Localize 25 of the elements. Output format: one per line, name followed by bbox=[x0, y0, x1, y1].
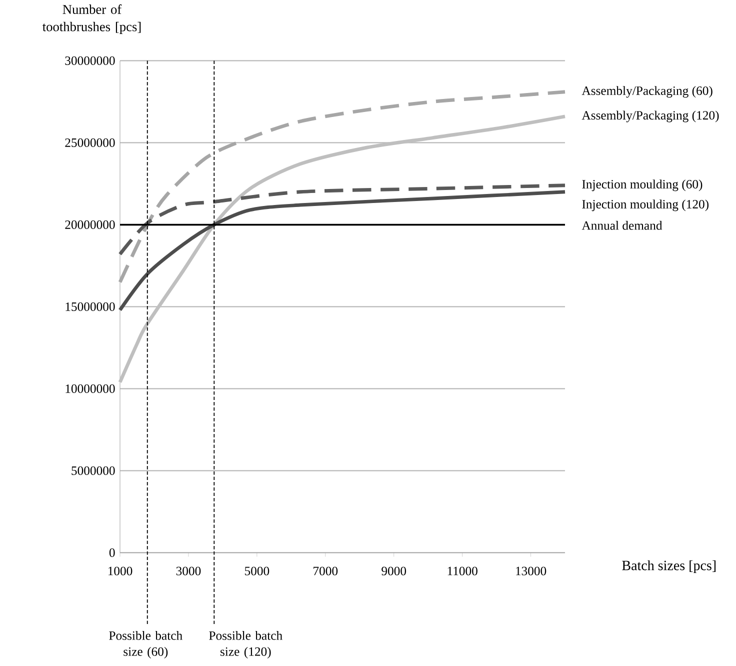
series-label: Injection moulding (60) bbox=[582, 180, 702, 192]
y-tick-label: 10000000 bbox=[66, 384, 115, 394]
series-label: Assembly/Packaging (60) bbox=[582, 86, 712, 98]
x-tick-label: 11000 bbox=[448, 566, 478, 576]
series-label: Injection moulding (120) bbox=[582, 200, 709, 212]
y-axis-title: Number of toothbrushes [pcs] bbox=[42, 4, 141, 34]
x-tick-label: 1000 bbox=[108, 566, 132, 576]
x-tick-label: 5000 bbox=[244, 566, 270, 576]
series-label: Assembly/Packaging (120) bbox=[582, 110, 719, 122]
ref-line-label: Annual demand bbox=[582, 221, 662, 230]
line-series bbox=[118, 190, 567, 312]
x-tick-label: 13000 bbox=[516, 566, 546, 576]
line-series bbox=[118, 184, 567, 256]
y-tick-label: 25000000 bbox=[65, 138, 115, 148]
x-tick-label: 3000 bbox=[176, 566, 201, 576]
y-tick-label: 30000000 bbox=[65, 56, 115, 66]
y-tick-label: 20000000 bbox=[65, 220, 115, 230]
y-tick-label: 15000000 bbox=[66, 302, 115, 312]
x-axis-title: Batch sizes [pcs] bbox=[622, 560, 716, 574]
y-tick-label: 5000000 bbox=[72, 466, 115, 476]
ref-line-label: Possible batch size (60) bbox=[109, 631, 182, 659]
x-tick-label: 7000 bbox=[314, 566, 338, 576]
ref-line-label: Possible batch size (120) bbox=[209, 631, 282, 659]
x-tick-label: 9000 bbox=[382, 566, 406, 576]
y-tick-label: 0 bbox=[109, 548, 115, 558]
